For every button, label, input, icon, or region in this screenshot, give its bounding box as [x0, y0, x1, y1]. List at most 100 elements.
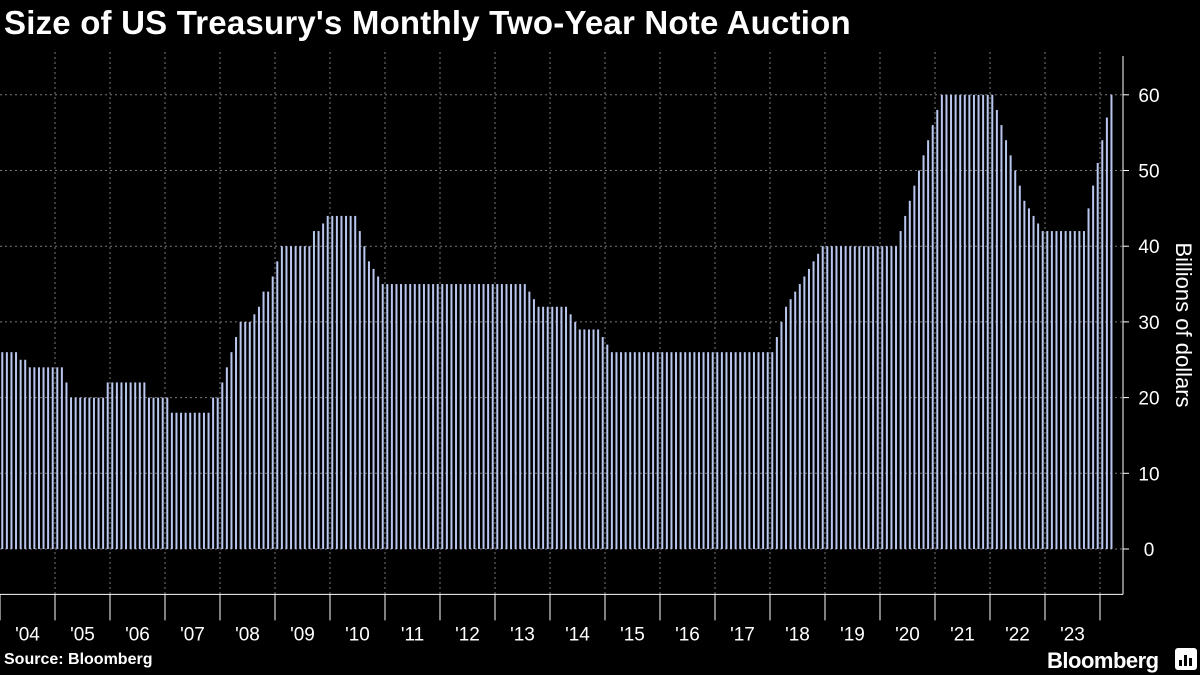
- bar: [441, 284, 444, 549]
- bar: [193, 412, 196, 549]
- bar: [555, 306, 558, 549]
- bar: [15, 352, 18, 549]
- bar: [532, 299, 535, 549]
- bar: [858, 246, 861, 549]
- bar: [303, 246, 306, 549]
- bar: [1005, 140, 1008, 549]
- bar: [464, 284, 467, 549]
- bar: [221, 382, 224, 549]
- bar: [670, 352, 673, 549]
- bar: [271, 276, 274, 549]
- bar: [202, 412, 205, 549]
- bar-series: [1, 94, 1113, 550]
- bar: [565, 306, 568, 549]
- bar: [620, 352, 623, 549]
- bar: [175, 412, 178, 549]
- bar: [523, 284, 526, 549]
- bar: [418, 284, 421, 549]
- bar: [468, 284, 471, 549]
- bar: [1105, 117, 1108, 549]
- bar: [115, 382, 118, 549]
- bar: [785, 306, 788, 549]
- bar: [798, 284, 801, 549]
- bar: [725, 352, 728, 549]
- bar: [482, 284, 485, 549]
- bar: [684, 352, 687, 549]
- bar: [97, 397, 100, 549]
- bar: [400, 284, 403, 549]
- y-tick-label: 30: [1138, 313, 1159, 334]
- bar: [1092, 185, 1095, 549]
- bar: [638, 352, 641, 549]
- bar: [922, 155, 925, 550]
- x-tick-label: '16: [675, 624, 700, 645]
- bar: [762, 352, 765, 549]
- bar: [610, 352, 613, 549]
- bar: [1032, 215, 1035, 550]
- y-tick-label: 60: [1138, 86, 1159, 107]
- x-tick-label: '17: [730, 624, 755, 645]
- bar: [950, 94, 953, 550]
- bar: [102, 397, 105, 549]
- bar: [991, 94, 994, 550]
- bar: [422, 284, 425, 549]
- bar: [519, 284, 522, 549]
- bar: [335, 215, 338, 550]
- bar: [954, 94, 957, 550]
- bar: [409, 284, 412, 549]
- bar: [395, 284, 398, 549]
- bar: [129, 382, 132, 549]
- bar: [642, 352, 645, 549]
- bar: [968, 94, 971, 550]
- bar: [248, 321, 251, 549]
- bar: [363, 246, 366, 549]
- bar: [349, 215, 352, 550]
- bar: [730, 352, 733, 549]
- source-note: Source: Bloomberg: [4, 651, 153, 668]
- chart-title: Size of US Treasury's Monthly Two-Year N…: [4, 4, 851, 41]
- bar: [170, 412, 173, 549]
- bar: [216, 397, 219, 549]
- bar: [936, 109, 939, 549]
- bar: [766, 352, 769, 549]
- bar: [450, 284, 453, 549]
- bar: [849, 246, 852, 549]
- bar: [1027, 208, 1030, 549]
- bar: [42, 367, 45, 549]
- bar: [299, 246, 302, 549]
- bar: [322, 223, 325, 550]
- bar: [1014, 170, 1017, 549]
- bar: [711, 352, 714, 549]
- bar: [601, 337, 604, 549]
- bar: [629, 352, 632, 549]
- bloomberg-chart-icon: [1175, 648, 1197, 670]
- bar: [1023, 200, 1026, 549]
- x-tick-label: '20: [895, 624, 920, 645]
- bar: [47, 367, 50, 549]
- bar: [587, 329, 590, 549]
- bar: [1073, 231, 1076, 549]
- bar: [995, 109, 998, 549]
- x-tick-label: '15: [620, 624, 645, 645]
- bar: [597, 329, 600, 549]
- bar: [986, 94, 989, 550]
- bar: [477, 284, 480, 549]
- bar: [890, 246, 893, 549]
- bar: [1046, 231, 1049, 549]
- bar: [867, 246, 870, 549]
- bar: [1069, 231, 1072, 549]
- bar: [33, 367, 36, 549]
- x-tick-label: '13: [510, 624, 535, 645]
- bar: [569, 314, 572, 549]
- bar: [1000, 125, 1003, 549]
- x-tick-label: '04: [15, 624, 40, 645]
- bar: [367, 261, 370, 549]
- bar: [198, 412, 201, 549]
- bar: [652, 352, 655, 549]
- x-tick-label: '22: [1005, 624, 1030, 645]
- bar: [1050, 231, 1053, 549]
- bar: [821, 246, 824, 549]
- bar: [24, 359, 27, 549]
- x-tick-label: '23: [1060, 624, 1085, 645]
- bar: [134, 382, 137, 549]
